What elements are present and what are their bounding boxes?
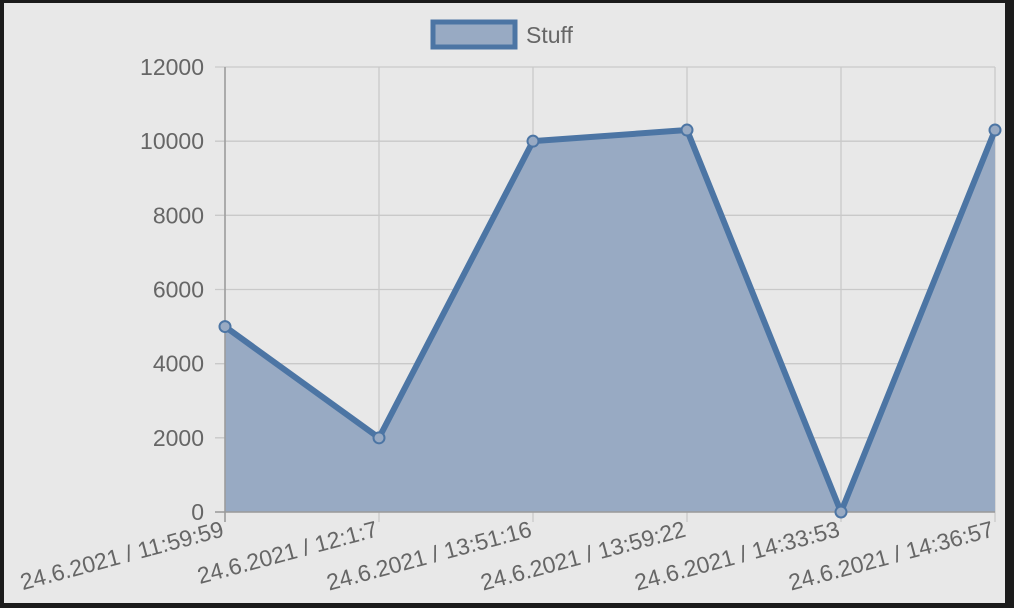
data-point — [834, 505, 848, 519]
legend-label[interactable]: Stuff — [526, 22, 573, 48]
data-point — [988, 123, 1002, 137]
axes — [215, 67, 995, 522]
data-point — [372, 431, 386, 445]
legend[interactable]: Stuff — [430, 19, 573, 50]
series-line — [222, 127, 998, 515]
series-area-stuff — [225, 130, 995, 512]
series-line-stuff — [222, 127, 998, 515]
y-tick-label: 6000 — [153, 277, 204, 303]
data-point — [526, 134, 540, 148]
y-tick-label: 10000 — [140, 128, 204, 154]
y-tick-label: 0 — [191, 499, 204, 525]
y-tick-label: 8000 — [153, 202, 204, 228]
data-point — [218, 320, 232, 334]
legend-swatch[interactable] — [430, 19, 518, 50]
data-point — [680, 123, 694, 137]
y-axis-tick-labels: 0 2000 4000 6000 8000 10000 12000 — [140, 54, 204, 525]
y-tick-label: 4000 — [153, 351, 204, 377]
x-tick-label: 24.6.2021 / 11:59:59 — [17, 516, 226, 595]
y-tick-label: 12000 — [140, 54, 204, 80]
area-fill — [225, 130, 995, 512]
y-tick-label: 2000 — [153, 425, 204, 451]
data-points — [218, 123, 1002, 519]
